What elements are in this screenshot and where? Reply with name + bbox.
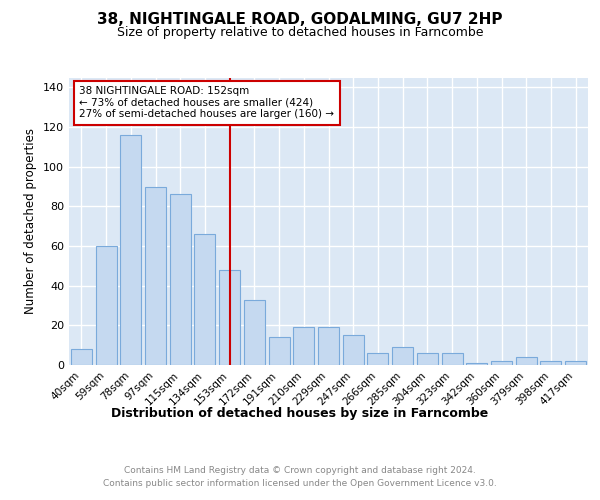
Bar bbox=[95, 246, 116, 365]
Bar bbox=[491, 361, 512, 365]
Bar bbox=[318, 328, 339, 365]
Text: Contains public sector information licensed under the Open Government Licence v3: Contains public sector information licen… bbox=[103, 479, 497, 488]
Bar bbox=[170, 194, 191, 365]
Bar bbox=[269, 337, 290, 365]
Text: 38, NIGHTINGALE ROAD, GODALMING, GU7 2HP: 38, NIGHTINGALE ROAD, GODALMING, GU7 2HP bbox=[97, 12, 503, 28]
Bar bbox=[541, 361, 562, 365]
Bar bbox=[244, 300, 265, 365]
Bar bbox=[367, 353, 388, 365]
Bar bbox=[194, 234, 215, 365]
Text: Size of property relative to detached houses in Farncombe: Size of property relative to detached ho… bbox=[117, 26, 483, 39]
Bar bbox=[516, 357, 537, 365]
Bar bbox=[565, 361, 586, 365]
Bar bbox=[417, 353, 438, 365]
Text: 38 NIGHTINGALE ROAD: 152sqm
← 73% of detached houses are smaller (424)
27% of se: 38 NIGHTINGALE ROAD: 152sqm ← 73% of det… bbox=[79, 86, 334, 120]
Bar bbox=[145, 186, 166, 365]
Bar bbox=[442, 353, 463, 365]
Bar bbox=[120, 135, 141, 365]
Bar bbox=[466, 363, 487, 365]
Bar bbox=[293, 328, 314, 365]
Bar bbox=[219, 270, 240, 365]
Y-axis label: Number of detached properties: Number of detached properties bbox=[25, 128, 37, 314]
Bar bbox=[71, 349, 92, 365]
Text: Distribution of detached houses by size in Farncombe: Distribution of detached houses by size … bbox=[112, 408, 488, 420]
Bar bbox=[343, 336, 364, 365]
Bar bbox=[392, 347, 413, 365]
Text: Contains HM Land Registry data © Crown copyright and database right 2024.: Contains HM Land Registry data © Crown c… bbox=[124, 466, 476, 475]
